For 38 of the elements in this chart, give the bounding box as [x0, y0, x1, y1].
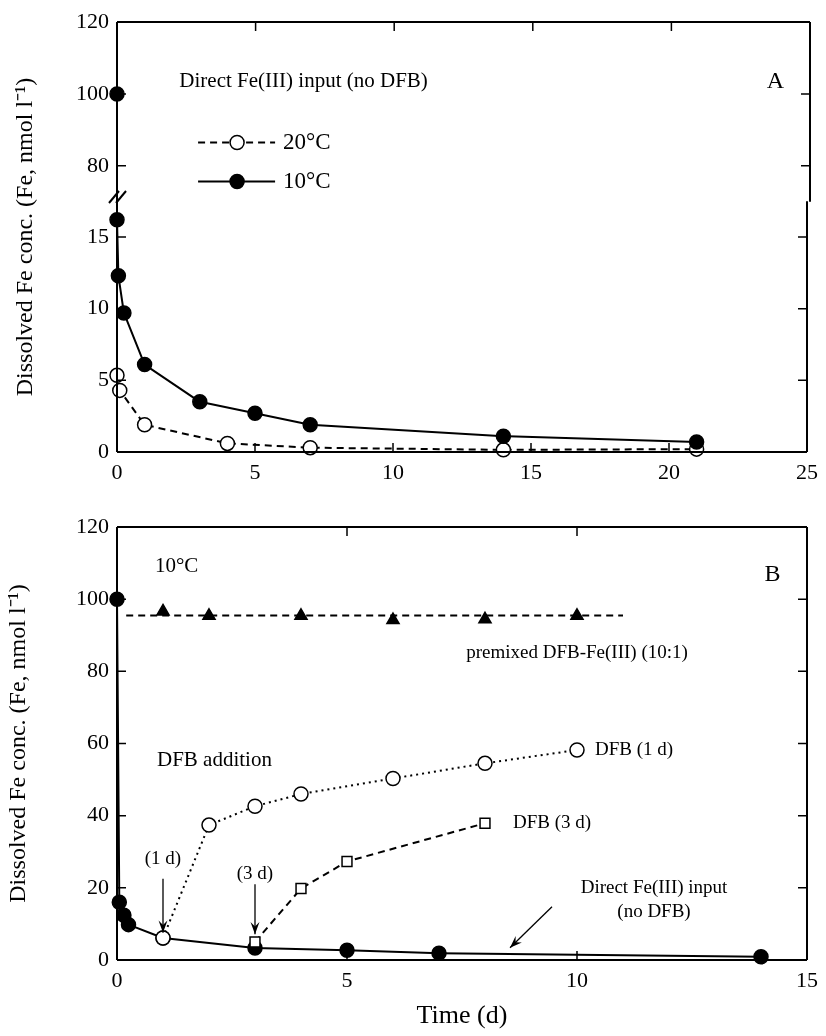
annotation: B — [764, 559, 781, 586]
y-tick-label: 0 — [98, 437, 109, 463]
series-label: DFB (3 d) — [513, 811, 592, 834]
y-tick-label: 0 — [98, 945, 109, 971]
annotation: A — [766, 66, 785, 93]
y-axis-title: Dissolved Fe conc. (Fe, nmol l⁻¹) — [3, 584, 30, 903]
series-label: DFB (1 d) — [595, 737, 674, 760]
x-tick-label: 5 — [341, 966, 353, 992]
legend-label: 10°C — [283, 167, 331, 193]
y-tick-label: 10 — [87, 294, 109, 320]
y-tick-label: 15 — [87, 222, 109, 248]
legend-label: 20°C — [283, 128, 331, 154]
y-tick-label: 100 — [76, 79, 109, 105]
x-tick-label: 15 — [796, 966, 818, 992]
annotation: (3 d) — [236, 862, 274, 885]
x-tick-label: 5 — [249, 458, 261, 484]
y-tick-label: 60 — [87, 729, 109, 755]
x-tick-label: 10 — [382, 458, 404, 484]
x-tick-label: 25 — [796, 458, 818, 484]
y-tick-label: 20 — [87, 873, 109, 899]
y-tick-label: 100 — [76, 584, 109, 610]
y-tick-label: 40 — [87, 801, 109, 827]
y-tick-label: 80 — [87, 657, 109, 683]
y-tick-label: 80 — [87, 151, 109, 177]
series-label: Direct Fe(III) input (no DFB) — [580, 875, 729, 922]
x-axis-title: Time (d) — [416, 1000, 508, 1030]
annotation: DFB addition — [157, 747, 273, 772]
annotation: Direct Fe(III) input (no DFB) — [179, 67, 428, 92]
x-tick-label: 20 — [658, 458, 680, 484]
x-tick-label: 10 — [566, 966, 588, 992]
y-tick-label: 5 — [98, 366, 109, 392]
y-tick-label: 120 — [76, 512, 109, 538]
y-tick-label: 120 — [76, 7, 109, 33]
series-label: premixed DFB-Fe(III) (10:1) — [466, 640, 688, 663]
x-tick-label: 15 — [520, 458, 542, 484]
annotation: (1 d) — [144, 846, 182, 869]
annotation: 10°C — [154, 553, 199, 578]
y-axis-title: Dissolved Fe conc. (Fe, nmol l⁻¹) — [9, 77, 38, 397]
